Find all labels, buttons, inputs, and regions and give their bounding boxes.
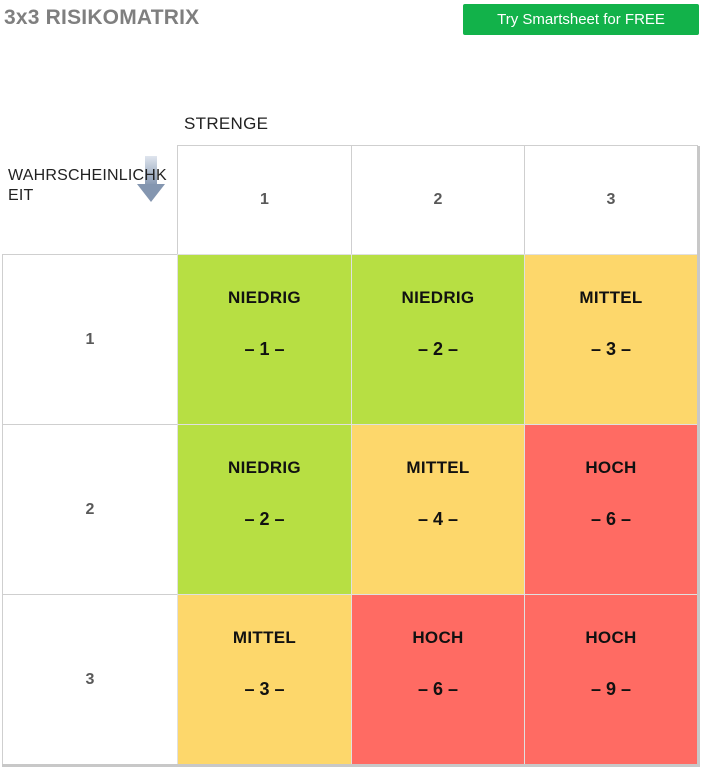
severity-value: 1 <box>260 191 269 208</box>
likelihood-value: 1 <box>85 330 95 348</box>
risk-cell-2-1: NIEDRIG – 2 – <box>177 424 352 595</box>
risk-level: MITTEL <box>232 628 297 647</box>
likelihood-value: 3 <box>85 670 95 688</box>
risk-cell-1-1: NIEDRIG – 1 – <box>177 254 352 425</box>
matrix-shadow-bottom <box>2 764 700 767</box>
risk-score: – 6 – <box>590 509 632 529</box>
try-smartsheet-button[interactable]: Try Smartsheet for FREE <box>463 4 699 35</box>
risk-cell-3-3: HOCH – 9 – <box>524 594 698 765</box>
risk-score: – 4 – <box>417 509 459 529</box>
risk-cell-3-2: HOCH – 6 – <box>351 594 525 765</box>
likelihood-header-2: 2 <box>2 424 178 595</box>
risk-level: NIEDRIG <box>228 288 301 307</box>
risk-cell-1-3: MITTEL – 3 – <box>524 254 698 425</box>
risk-score: – 3 – <box>244 679 285 699</box>
severity-value: 3 <box>606 191 616 208</box>
severity-header-3: 3 <box>524 145 698 255</box>
risk-level: NIEDRIG <box>401 288 475 307</box>
risk-level: NIEDRIG <box>228 458 301 477</box>
likelihood-header-3: 3 <box>2 594 178 765</box>
risk-score: – 2 – <box>417 339 459 359</box>
likelihood-axis-label: WAHRSCHEINLICHKEIT <box>8 167 167 204</box>
risk-level: MITTEL <box>579 288 643 307</box>
risk-score: – 2 – <box>244 509 285 529</box>
risk-level: HOCH <box>412 628 464 647</box>
risk-score: – 9 – <box>590 679 632 699</box>
severity-header-1: 1 <box>177 145 352 255</box>
page-title: 3x3 RISIKOMATRIX <box>4 6 200 29</box>
likelihood-value: 2 <box>85 500 95 518</box>
likelihood-header-1: 1 <box>2 254 178 425</box>
matrix-shadow-right <box>697 146 700 766</box>
risk-score: – 6 – <box>417 679 459 699</box>
arrow-down-icon <box>137 156 165 202</box>
risk-cell-2-3: HOCH – 6 – <box>524 424 698 595</box>
risk-level: MITTEL <box>406 458 470 477</box>
severity-value: 2 <box>433 191 443 208</box>
risk-score: – 1 – <box>244 339 285 359</box>
risk-cell-1-2: NIEDRIG – 2 – <box>351 254 525 425</box>
risk-level: HOCH <box>585 628 637 647</box>
risk-cell-3-1: MITTEL – 3 – <box>177 594 352 765</box>
risk-level: HOCH <box>585 458 637 477</box>
risk-score: – 3 – <box>590 339 632 359</box>
risk-cell-2-2: MITTEL – 4 – <box>351 424 525 595</box>
severity-axis-label: STRENGE <box>184 114 269 133</box>
severity-header-2: 2 <box>351 145 525 255</box>
